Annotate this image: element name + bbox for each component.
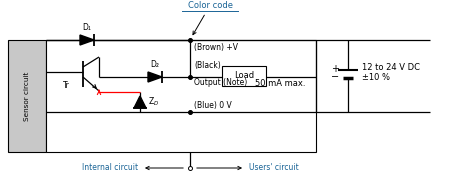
Bar — [222, 66, 266, 86]
Bar — [8, 40, 46, 152]
Polygon shape — [134, 96, 146, 108]
Text: +: + — [331, 64, 339, 74]
Text: Tr: Tr — [63, 80, 70, 89]
Text: Output (Note): Output (Note) — [194, 78, 247, 87]
Text: −: − — [331, 72, 339, 82]
Text: D₂: D₂ — [150, 60, 159, 69]
Polygon shape — [148, 72, 162, 82]
Text: 50 mA max.: 50 mA max. — [255, 79, 305, 88]
Polygon shape — [80, 35, 94, 45]
Text: Z$_D$: Z$_D$ — [148, 96, 159, 108]
Text: Users' circuit: Users' circuit — [249, 163, 299, 172]
Text: (Blue) 0 V: (Blue) 0 V — [194, 101, 232, 110]
Text: (Black): (Black) — [194, 61, 221, 70]
Text: D₁: D₁ — [82, 23, 91, 32]
Bar — [46, 40, 316, 152]
Text: (Brown) +V: (Brown) +V — [194, 43, 238, 52]
Text: 12 to 24 V DC: 12 to 24 V DC — [362, 64, 420, 73]
Text: Sensor circuit: Sensor circuit — [24, 71, 30, 121]
Text: ±10 %: ±10 % — [362, 73, 390, 82]
Text: Internal circuit: Internal circuit — [82, 163, 138, 172]
Text: Load: Load — [234, 71, 254, 80]
Text: Color code: Color code — [188, 1, 233, 35]
